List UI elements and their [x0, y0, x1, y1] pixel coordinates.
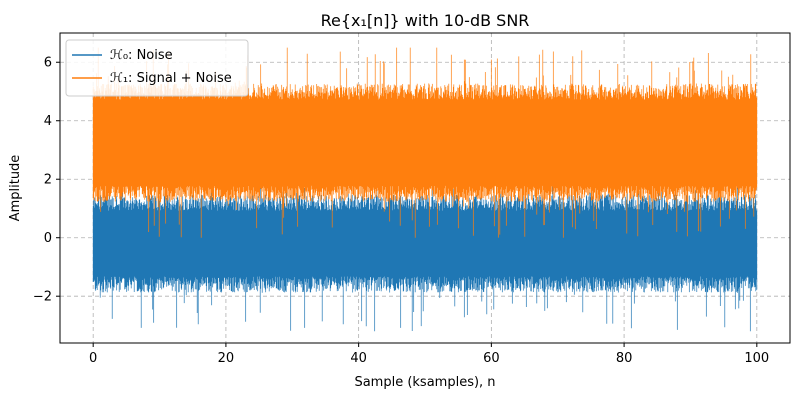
x-tick-label: 20	[218, 351, 235, 366]
y-tick-label: −2	[33, 290, 52, 305]
x-axis-label: Sample (ksamples), n	[354, 375, 495, 390]
y-tick-label: 0	[44, 231, 52, 246]
series-0-trace	[92, 185, 758, 332]
series-1-trace	[92, 47, 758, 238]
x-tick-label: 40	[350, 351, 367, 366]
legend-label-signal-noise: ℋ₁: Signal + Noise	[110, 71, 232, 86]
chart-title: Re{x₁[n]} with 10-dB SNR	[321, 11, 530, 30]
x-tick-label: 0	[89, 351, 97, 366]
x-tick-label: 80	[616, 351, 633, 366]
x-tick-label: 100	[744, 351, 769, 366]
y-tick-label: 6	[44, 56, 52, 71]
y-axis-label: Amplitude	[8, 155, 23, 222]
x-tick-label: 60	[483, 351, 500, 366]
legend-label-noise: ℋ₀: Noise	[110, 48, 173, 63]
legend: ℋ₀: Noise ℋ₁: Signal + Noise	[65, 39, 249, 97]
plot-frame	[59, 32, 791, 344]
legend-box	[65, 39, 249, 97]
series-layer	[92, 47, 758, 332]
y-tick-label: 4	[44, 114, 52, 129]
y-tick-label: 2	[44, 173, 52, 188]
ticks: 0 20 40 60 80 100 −2 0 2 4 6	[33, 56, 769, 366]
